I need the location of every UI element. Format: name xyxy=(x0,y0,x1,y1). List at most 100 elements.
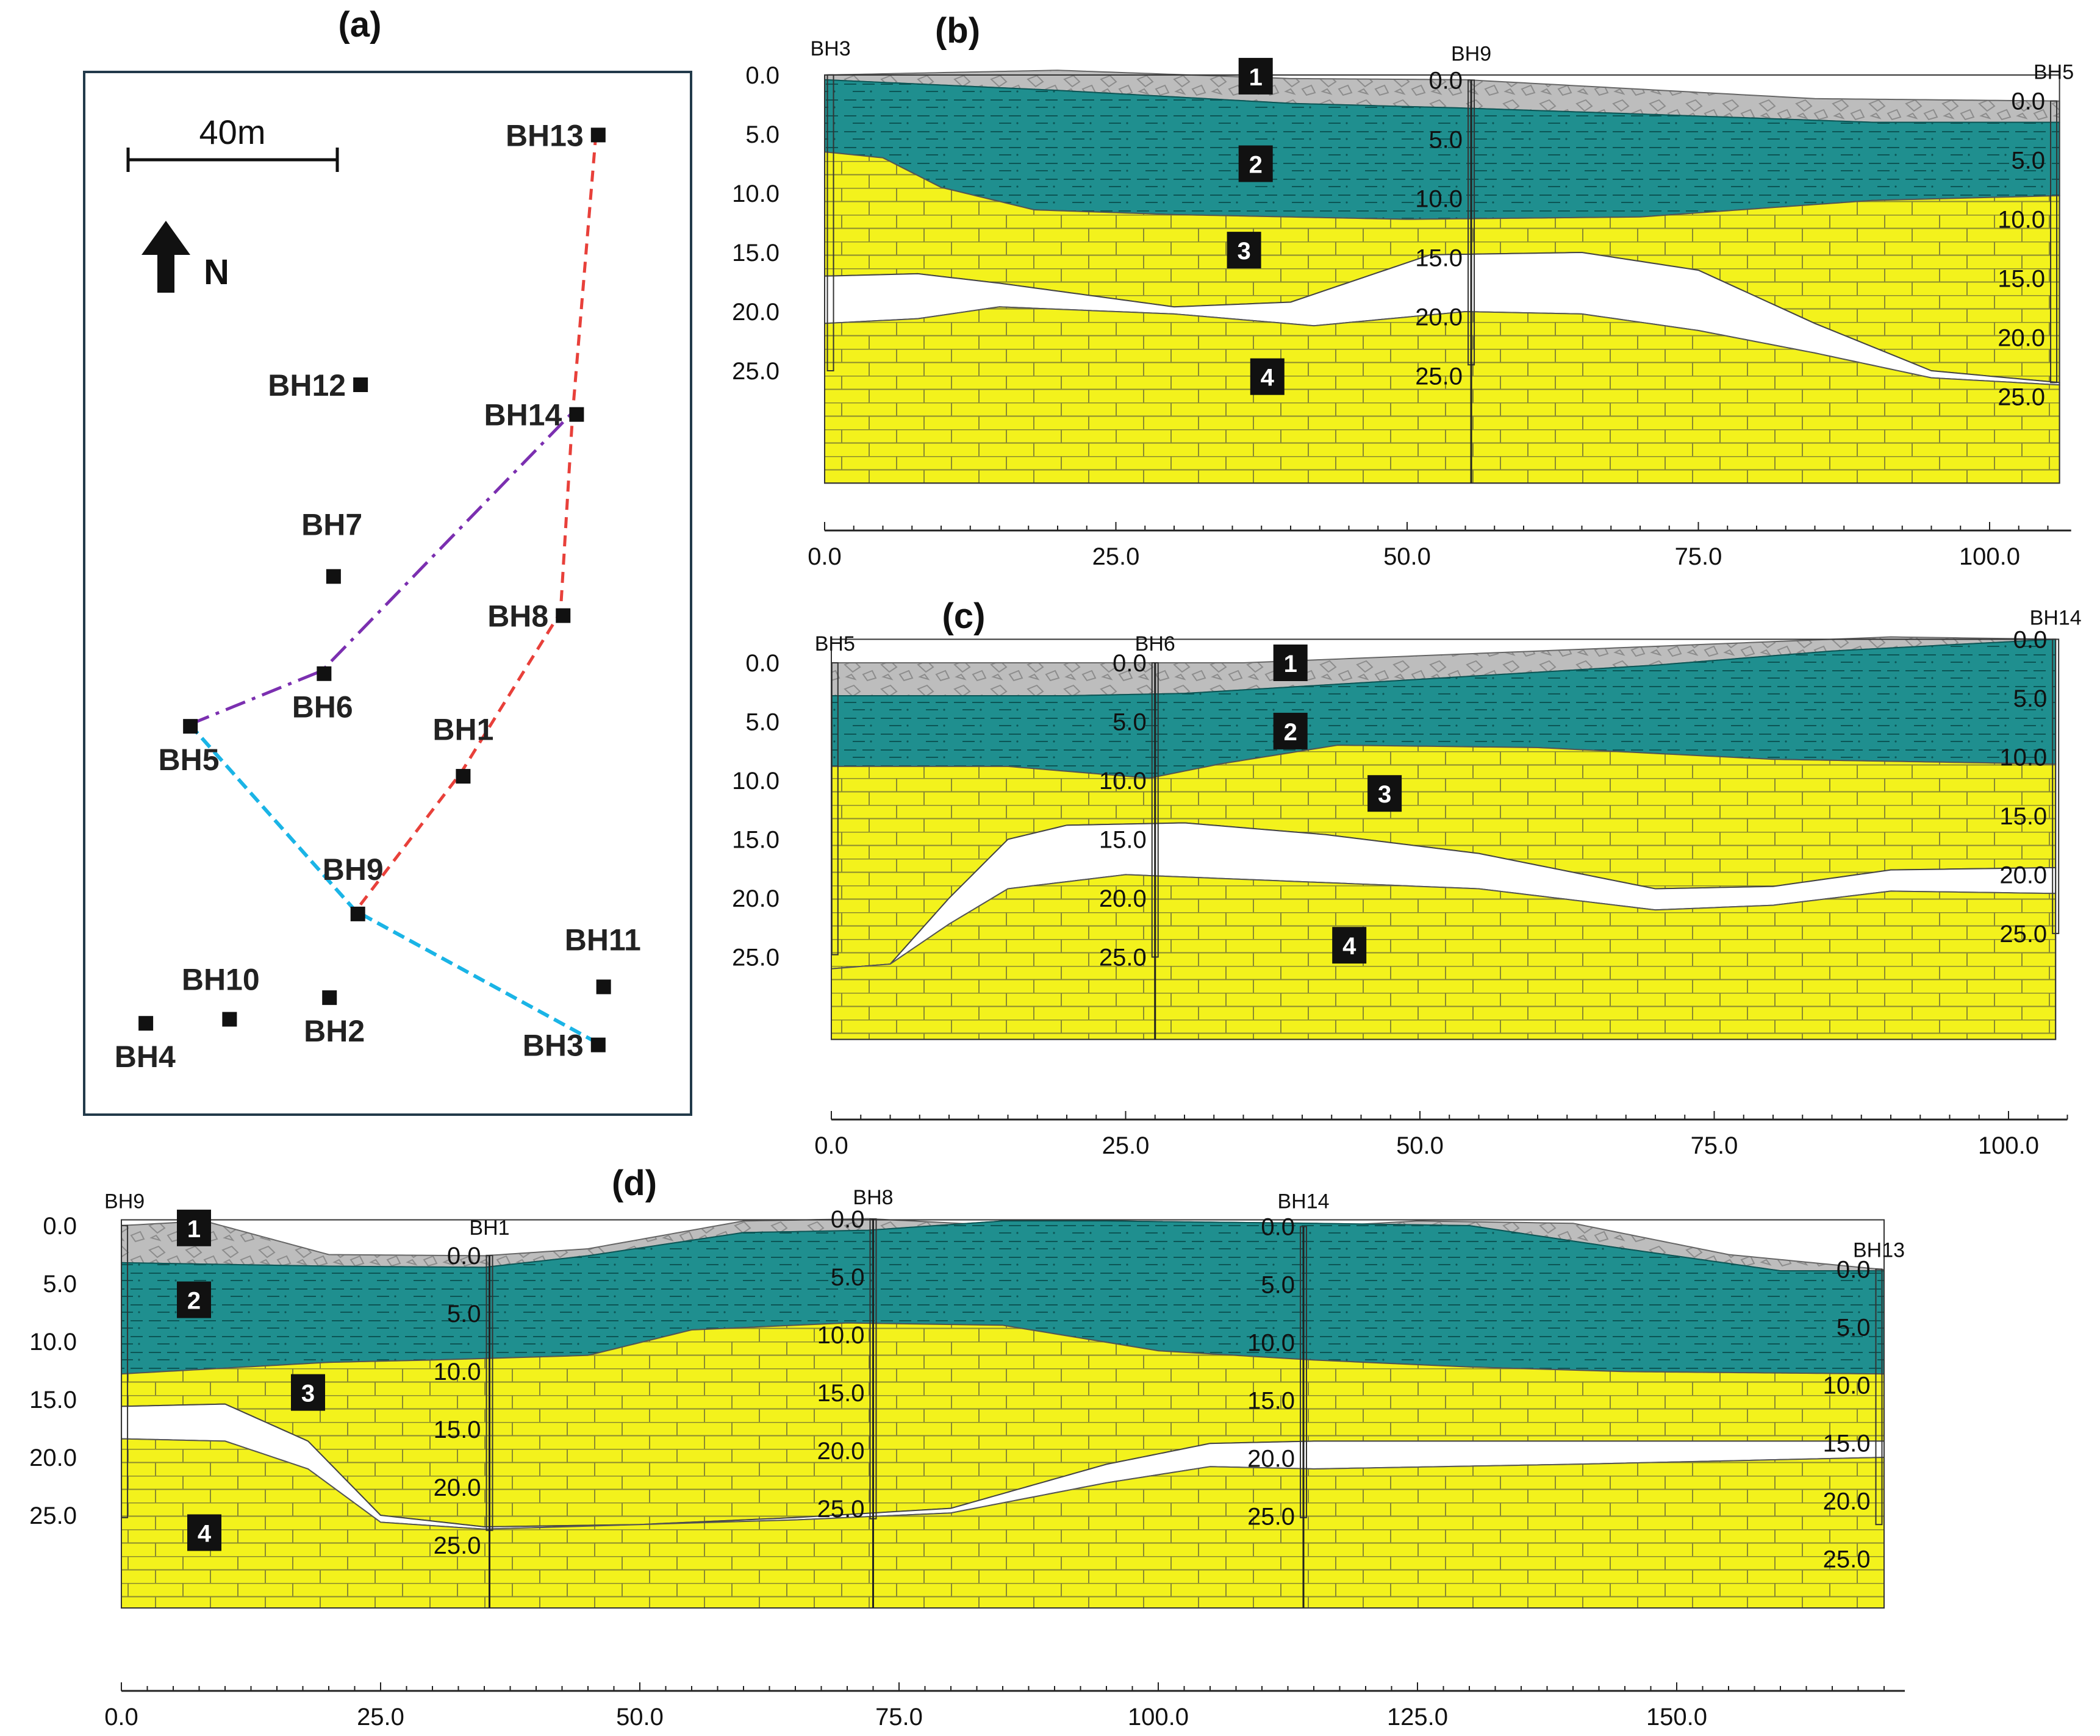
unit-badge xyxy=(177,1281,211,1318)
borehole-depth-label: 20.0 xyxy=(1415,304,1463,330)
borehole-name: BH1 xyxy=(469,1216,509,1240)
panel-a-label: (a) xyxy=(339,5,382,45)
borehole-name: BH6 xyxy=(1135,632,1175,655)
unit-badge xyxy=(1238,57,1273,95)
borehole-depth-label: 5.0 xyxy=(447,1301,481,1327)
borehole-label: BH4 xyxy=(115,1040,176,1074)
borehole-depth-label: 5.0 xyxy=(1428,126,1463,153)
borehole-name: BH14 xyxy=(2030,606,2082,629)
borehole-marker xyxy=(183,719,198,734)
borehole-label: BH5 xyxy=(159,743,220,777)
borehole-depth-label: 10.0 xyxy=(1099,768,1147,795)
borehole-column xyxy=(2052,638,2060,934)
borehole-marker xyxy=(350,906,365,921)
borehole-depth-label: 5.0 xyxy=(2011,148,2045,174)
unit-number: 2 xyxy=(187,1288,201,1315)
x-tick-label: 50.0 xyxy=(616,1704,664,1731)
unit-badge xyxy=(177,1209,211,1246)
y-tick-label: 25.0 xyxy=(732,945,779,971)
borehole-name: BH13 xyxy=(1853,1238,1905,1262)
borehole-depth-label: 5.0 xyxy=(1261,1272,1295,1299)
unit-badge xyxy=(187,1514,221,1551)
y-tick-label: 0.0 xyxy=(43,1213,77,1240)
borehole-marker xyxy=(569,407,584,422)
unit-number: 4 xyxy=(1342,933,1356,960)
borehole-depth-label: 10.0 xyxy=(1247,1330,1295,1357)
borehole-depth-label: 10.0 xyxy=(817,1322,865,1349)
unit-badge xyxy=(1238,145,1273,182)
y-tick-label: 25.0 xyxy=(732,358,779,385)
unit-number: 1 xyxy=(1249,64,1263,91)
borehole-marker xyxy=(556,608,571,623)
borehole-column xyxy=(831,662,839,956)
x-tick-label: 75.0 xyxy=(1675,543,1722,570)
borehole-name: BH3 xyxy=(810,37,850,60)
y-tick-label: 15.0 xyxy=(732,240,779,266)
y-tick-label: 0.0 xyxy=(745,62,779,89)
borehole-marker xyxy=(590,127,606,143)
borehole-label: BH1 xyxy=(432,712,493,746)
borehole-column xyxy=(2050,100,2058,384)
borehole-depth-label: 0.0 xyxy=(447,1243,481,1270)
unit-badge xyxy=(1273,645,1308,681)
unit-number: 3 xyxy=(1237,238,1250,265)
y-tick-label: 10.0 xyxy=(732,768,779,795)
borehole-label: BH12 xyxy=(268,368,346,402)
scale-bar: 40m xyxy=(126,113,339,172)
borehole-depth-label: 25.0 xyxy=(817,1496,865,1523)
borehole-name: BH14 xyxy=(1277,1190,1329,1213)
borehole-name: BH9 xyxy=(104,1190,145,1213)
y-tick-label: 15.0 xyxy=(732,827,779,854)
borehole-depth-label: 5.0 xyxy=(831,1264,865,1291)
borehole-depth-label: 10.0 xyxy=(1998,207,2045,234)
y-tick-label: 15.0 xyxy=(29,1387,77,1413)
unit-number: 2 xyxy=(1249,152,1263,179)
borehole-depth-label: 10.0 xyxy=(1823,1372,1871,1399)
unit-number: 4 xyxy=(1261,365,1275,391)
layer-4-limestone xyxy=(831,874,2057,1040)
y-tick-label: 10.0 xyxy=(29,1329,77,1356)
x-tick-label: 125.0 xyxy=(1387,1704,1448,1731)
borehole-depth-label: 15.0 xyxy=(817,1380,865,1407)
unit-badge xyxy=(1250,358,1285,395)
borehole-label: BH11 xyxy=(565,923,641,957)
north-arrow-icon: N xyxy=(142,221,229,293)
north-label: N xyxy=(204,252,229,292)
borehole-depth-label: 0.0 xyxy=(2011,88,2045,115)
x-tick-label: 150.0 xyxy=(1646,1704,1707,1731)
unit-number: 1 xyxy=(187,1216,201,1243)
borehole-depth-label: 0.0 xyxy=(1261,1214,1295,1241)
borehole-column xyxy=(121,1224,129,1518)
borehole-depth-label: 25.0 xyxy=(1998,384,2045,411)
panel-a: (a) 40m N BH13 BH12 BH14 BH7 BH8 BH6 BH5 BH1 BH9… xyxy=(83,5,692,1116)
borehole-column xyxy=(826,74,834,371)
panel-b: (b)0.05.010.015.020.025.00.0 25.0 50.0 75.0… xyxy=(732,11,2074,570)
borehole-depth-label: 0.0 xyxy=(2013,626,2048,653)
y-tick-label: 0.0 xyxy=(745,650,779,677)
borehole-depth-label: 20.0 xyxy=(817,1438,865,1465)
borehole-depth-label: 20.0 xyxy=(1998,325,2045,352)
x-tick-label: 50.0 xyxy=(1383,543,1431,570)
x-tick-label: 100.0 xyxy=(1959,543,2020,570)
borehole-depth-label: 25.0 xyxy=(434,1532,481,1559)
x-tick-label: 0.0 xyxy=(104,1704,138,1731)
borehole-depth-label: 25.0 xyxy=(1247,1504,1295,1531)
x-tick-label: 100.0 xyxy=(1978,1132,2039,1159)
panel-d: (d)0.05.010.015.020.025.00.0 25.0 50.0 75.0… xyxy=(29,1163,1905,1731)
borehole-marker xyxy=(590,1037,606,1052)
x-tick-label: 75.0 xyxy=(1691,1132,1738,1159)
borehole-column xyxy=(1875,1268,1883,1526)
x-tick-label: 0.0 xyxy=(814,1132,848,1159)
borehole-depth-label: 0.0 xyxy=(831,1206,865,1233)
panel-label: (b) xyxy=(935,11,980,51)
profile-line-bh5-bh14 xyxy=(189,411,574,726)
unit-number: 1 xyxy=(1284,651,1297,677)
borehole-name: BH5 xyxy=(2034,61,2074,84)
borehole-depth-label: 25.0 xyxy=(1999,921,2047,948)
x-tick-label: 0.0 xyxy=(808,543,842,570)
borehole-depth-label: 5.0 xyxy=(1113,709,1147,736)
borehole-depth-label: 15.0 xyxy=(1099,827,1147,854)
borehole-depth-label: 5.0 xyxy=(2013,685,2048,712)
borehole-marker xyxy=(222,1012,237,1027)
